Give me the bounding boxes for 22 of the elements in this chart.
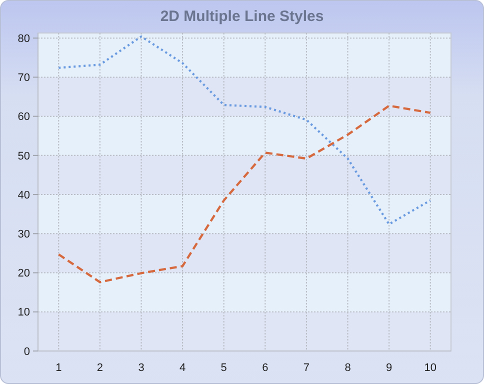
- y-tick-label: 60: [18, 111, 30, 124]
- y-tick-label: 40: [18, 189, 30, 202]
- y-tick-label: 50: [18, 150, 30, 162]
- x-tick-label: 9: [386, 362, 392, 374]
- x-tick-label: 3: [138, 362, 144, 374]
- y-tick-label: 0: [24, 346, 30, 358]
- x-tick-label: 1: [56, 362, 62, 374]
- chart-title: 2D Multiple Line Styles: [160, 8, 324, 25]
- x-tick-label: 10: [424, 362, 436, 374]
- line-series: [58, 35, 432, 226]
- x-tick-label: 5: [220, 362, 227, 374]
- y-tick-label: 30: [18, 228, 30, 241]
- y-tick-label: 20: [18, 268, 30, 280]
- y-tick-label: 70: [18, 72, 30, 84]
- x-tick-label: 7: [303, 362, 310, 374]
- x-tick-label: 4: [179, 362, 186, 374]
- y-tick-label: 80: [18, 32, 30, 45]
- line-series: [58, 104, 432, 284]
- x-tick-label: 2: [96, 362, 104, 374]
- x-tick-label: 6: [262, 362, 268, 374]
- y-tick-label: 10: [18, 306, 30, 319]
- x-tick-label: 8: [344, 362, 351, 374]
